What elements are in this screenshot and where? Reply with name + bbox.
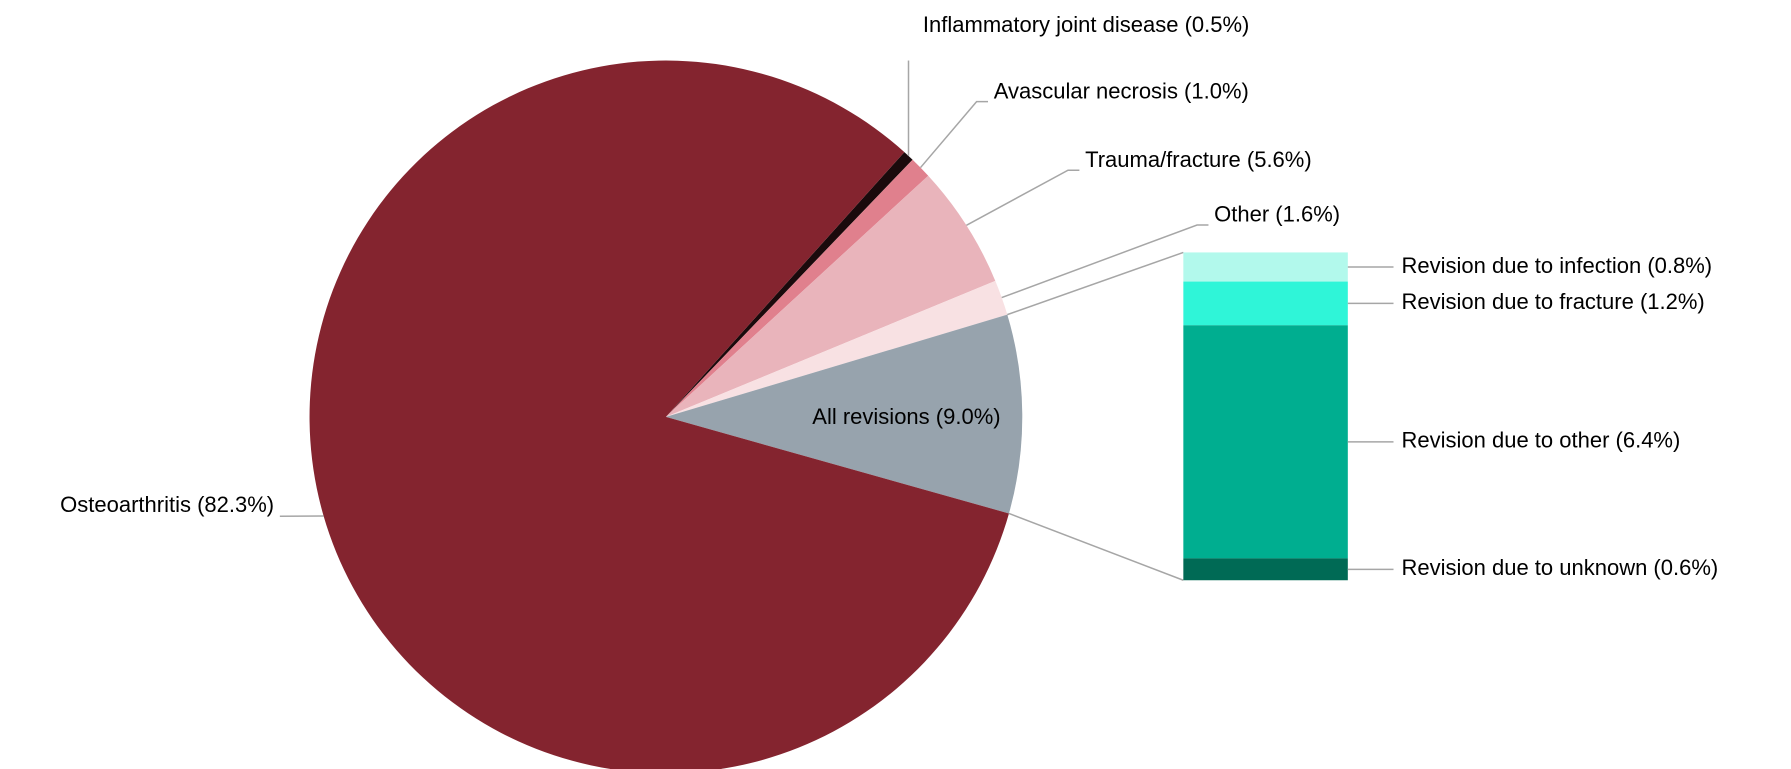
slice-label: Inflammatory joint disease (0.5%) xyxy=(923,12,1249,37)
pie-slice xyxy=(665,280,1008,417)
slice-label: Other (1.6%) xyxy=(1214,202,1340,227)
leader-line xyxy=(966,169,1080,226)
pie-slice xyxy=(309,60,1009,769)
slice-label: Avascular necrosis (1.0%) xyxy=(994,78,1249,103)
connector-line xyxy=(1008,512,1184,581)
bar-segment xyxy=(1183,325,1348,559)
pie-slice xyxy=(665,152,913,417)
bar-segment xyxy=(1183,281,1348,326)
leader-line xyxy=(919,100,989,169)
bar-label: Revision due to infection (0.8%) xyxy=(1402,253,1713,278)
bar-label: Revision due to fracture (1.2%) xyxy=(1402,289,1705,314)
bar-label: Revision due to other (6.4%) xyxy=(1402,428,1681,453)
bar-label: Revision due to unknown (0.6%) xyxy=(1402,555,1719,580)
slice-label: Osteoarthritis (82.3%) xyxy=(60,492,274,517)
pie-slice xyxy=(665,159,929,417)
bar-segment xyxy=(1183,558,1348,581)
pie-slice xyxy=(665,314,1023,514)
slice-label: Trauma/fracture (5.6%) xyxy=(1085,147,1312,172)
bar-segment xyxy=(1183,252,1348,282)
leader-line xyxy=(1001,224,1209,299)
pie-slice xyxy=(665,175,996,417)
connector-line xyxy=(1007,251,1184,316)
slice-label: All revisions (9.0%) xyxy=(812,404,1000,429)
